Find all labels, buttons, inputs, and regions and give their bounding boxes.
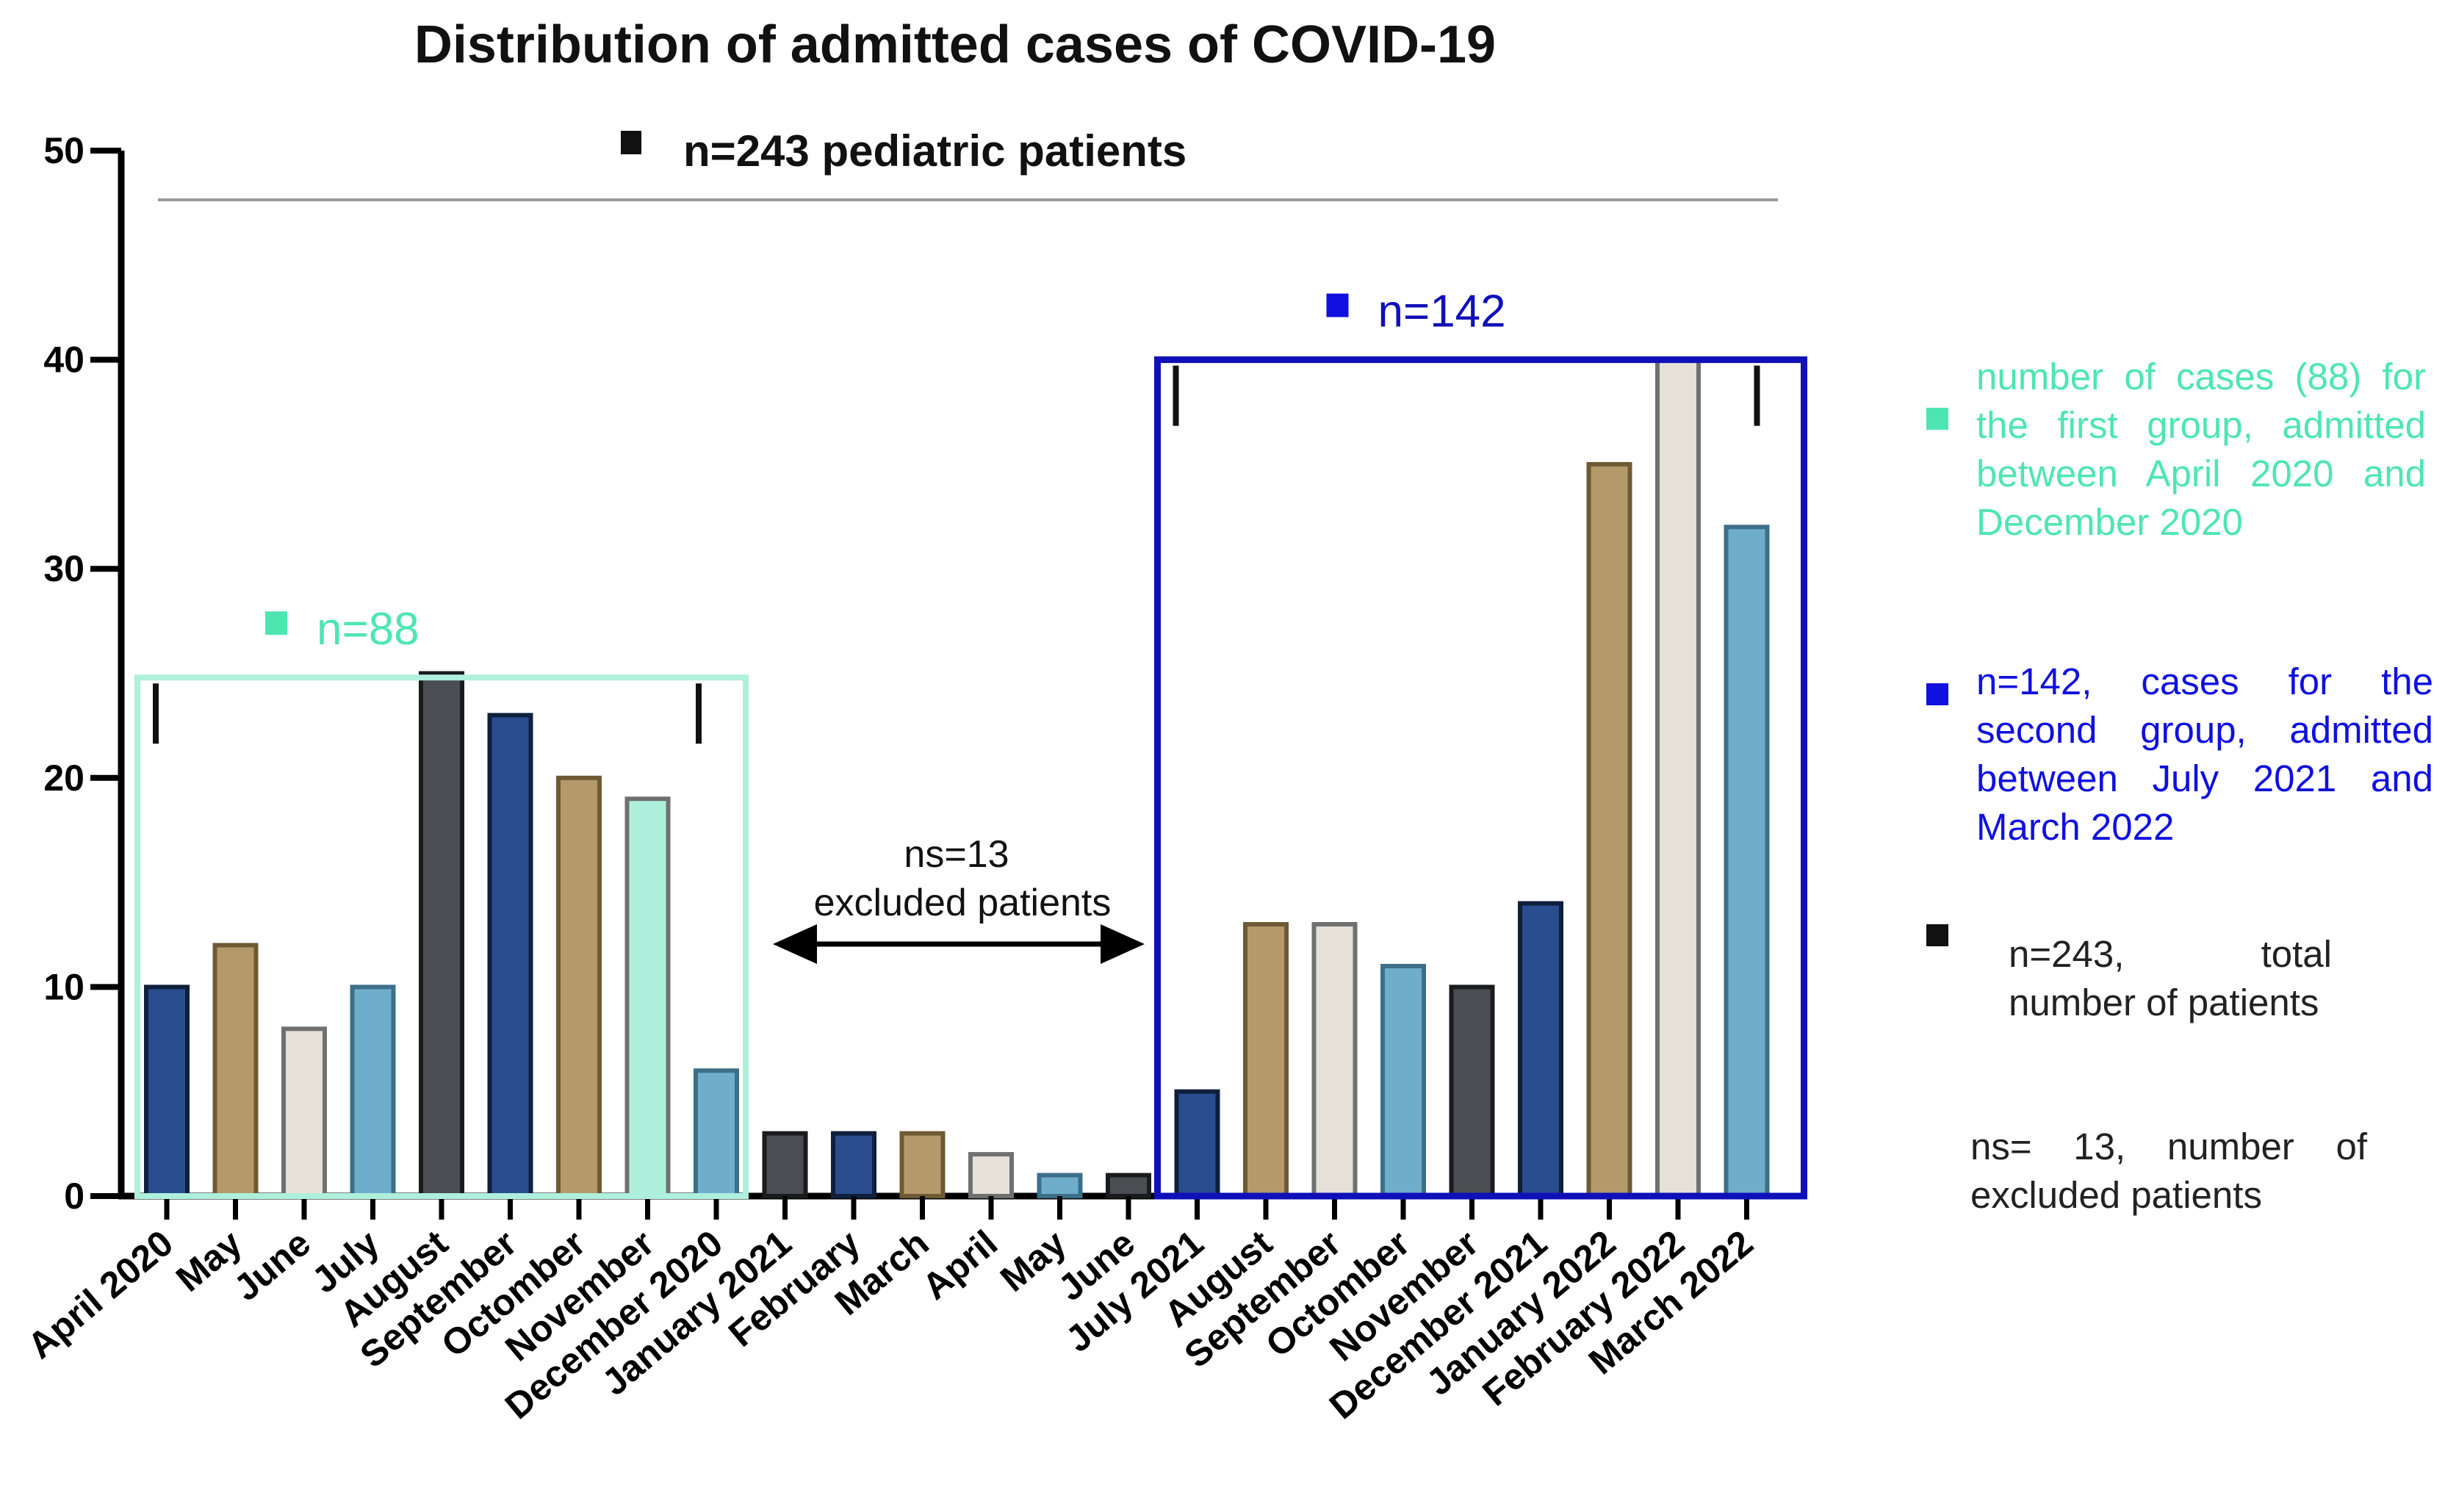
legend-swatch-icon	[1926, 683, 1948, 705]
legend-text: number of cases (88) for the first group…	[1976, 356, 2426, 543]
y-tick-label: 20	[43, 757, 84, 799]
x-tick-label: April 2020	[20, 1223, 181, 1367]
legend-item-excluded: ns= 13, number of excluded patients	[1926, 1123, 2433, 1240]
bar	[1243, 922, 1289, 1199]
legend-text: n=142, cases for the second group, admit…	[1976, 660, 2433, 848]
y-tick-marks	[90, 148, 121, 1199]
bar	[831, 1131, 876, 1198]
bar	[624, 796, 671, 1198]
y-tick-label: 40	[43, 339, 84, 381]
legend-text: ns= 13, number of excluded patients	[1970, 1126, 2367, 1216]
bar	[1380, 963, 1426, 1198]
bar	[350, 984, 396, 1199]
total-marker-icon	[621, 131, 641, 154]
bars	[144, 357, 1770, 1199]
group2-box	[1154, 356, 1807, 1200]
bar	[281, 1026, 327, 1198]
legend-item-group1: number of cases (88) for the first group…	[1926, 353, 2426, 595]
bar	[212, 943, 259, 1198]
excluded-count-label: ns=13	[904, 833, 1009, 876]
double-arrow-icon	[773, 924, 1145, 964]
group1-box	[134, 674, 749, 1199]
y-tick-labels: 0 10 20 30 40 50	[43, 130, 84, 1217]
bar	[1037, 1173, 1083, 1199]
x-tick-label: April	[915, 1223, 1005, 1308]
x-tick-label: June	[226, 1223, 318, 1309]
legend-swatch-icon	[1926, 924, 1948, 946]
legend-swatch-icon	[1926, 408, 1948, 430]
bar	[1586, 461, 1632, 1198]
y-tick-label: 0	[64, 1176, 84, 1217]
x-tick-labels: April 2020MayJuneJulyAugustSeptemberOcto…	[20, 1222, 1761, 1427]
y-tick-label: 10	[43, 966, 84, 1007]
group1-marker-icon	[265, 611, 287, 636]
legend-text: n=243, total number of patients	[2009, 933, 2332, 1023]
bar	[1449, 984, 1495, 1199]
bar	[1174, 1089, 1220, 1198]
bar	[694, 1068, 739, 1198]
bar	[1106, 1173, 1151, 1199]
bar	[144, 984, 190, 1199]
group2-marker-icon	[1326, 293, 1349, 317]
group1-label: n=88	[317, 604, 419, 655]
bar	[419, 671, 464, 1198]
bar	[1724, 525, 1770, 1198]
y-tick-label: 30	[43, 548, 84, 589]
group2-label: n=142	[1378, 287, 1506, 337]
y-tick-label: 50	[43, 130, 84, 171]
chart-title: Distribution of admitted cases of COVID-…	[414, 15, 1496, 74]
bar	[556, 775, 602, 1199]
bar	[487, 713, 533, 1198]
bar	[1518, 901, 1563, 1199]
bar	[1655, 357, 1701, 1199]
x-tick-marks	[164, 1196, 1749, 1220]
bar	[762, 1131, 808, 1198]
legend-item-group2: n=142, cases for the second group, admit…	[1926, 658, 2433, 856]
legend-item-total: n=243, total number of patients	[1926, 924, 2433, 1042]
bar	[1311, 922, 1358, 1199]
total-patients-label: n=243 pediatric patients	[683, 126, 1187, 176]
bar	[899, 1131, 946, 1198]
bar	[968, 1152, 1014, 1198]
excluded-text-label: excluded patients	[814, 882, 1112, 924]
